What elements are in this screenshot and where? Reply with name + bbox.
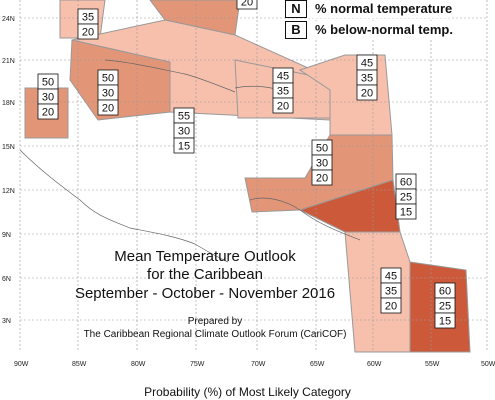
prob-cell-box — [37, 103, 59, 120]
prob-cell-value: 20 — [241, 0, 253, 9]
prob-cell-value: 15 — [178, 141, 190, 153]
legend-key-below: B — [285, 21, 307, 39]
prob-cell-value: 30 — [42, 92, 54, 104]
prob-cell-box — [77, 23, 99, 40]
prob-cell-value: 50 — [102, 73, 114, 85]
prob-cell-value: 45 — [361, 58, 373, 70]
prob-cell-value: 30 — [102, 88, 114, 100]
prob-box-gulf-partial-top: 20 — [236, 0, 258, 10]
prob-cell-box — [97, 99, 119, 116]
title-line-3: September - October - November 2016 — [74, 285, 336, 302]
prob-cell-box — [434, 312, 456, 329]
prob-box-guianas: 45 35 20 — [380, 267, 402, 314]
prob-box-jamaica-south: 55 30 15 — [173, 107, 195, 154]
prob-box-central-america-left: 50 30 20 — [37, 73, 59, 120]
lon-tick-label: 50W — [481, 361, 495, 368]
prob-box-caribbean-south: 50 30 20 — [311, 139, 333, 186]
lon-tick-label: 70W — [251, 361, 266, 368]
prob-cell-value: 20 — [277, 101, 289, 113]
prob-cell-box — [173, 137, 195, 154]
legend-text-normal: % normal temperature — [315, 1, 453, 16]
prob-cell-value: 35 — [277, 86, 289, 98]
legend-key-normal: N — [285, 0, 307, 18]
title-line-1: Mean Temperature Outlook — [114, 248, 296, 265]
prob-cell-box — [272, 97, 294, 114]
lat-tick-label: 15N — [2, 144, 15, 151]
footer-caption: Probability (%) of Most Likely Category — [144, 385, 351, 399]
lon-tick-label: 85W — [72, 361, 87, 368]
organization-label: The Caribbean Regional Climate Outlook F… — [83, 329, 347, 340]
lat-tick-label: 24N — [2, 16, 15, 23]
longitude-axis-labels: 90W 85W 80W 75W 70W 65W 60W 55W 50W — [14, 361, 495, 368]
legend-text-below: % below-normal temp. — [315, 22, 453, 37]
legend-row-below: B % below-normal temp. — [285, 21, 453, 39]
prob-box-lesser-antilles-north: 45 35 20 — [356, 54, 378, 101]
prob-box-hispaniola-pr: 45 35 20 — [272, 67, 294, 114]
prob-cell-value: 45 — [385, 271, 397, 283]
prob-box-barbados-tt: 60 25 15 — [395, 173, 417, 220]
cuba-outline — [104, 59, 236, 93]
prob-box-greater-antilles-west: 50 30 20 — [97, 69, 119, 116]
prob-cell-value: 35 — [385, 286, 397, 298]
lat-tick-label: 6N — [2, 276, 11, 283]
prob-cell-box — [380, 297, 402, 314]
lon-tick-label: 55W — [425, 361, 440, 368]
prob-cell-value: 45 — [277, 71, 289, 83]
south-america-coast — [249, 197, 361, 241]
prob-cell-value: 15 — [400, 207, 412, 219]
prepared-by-label: Prepared by — [187, 316, 243, 327]
coastline-outlines — [19, 59, 361, 263]
prob-cell-value: 50 — [316, 143, 328, 155]
prob-box-suriname-east: 60 25 15 — [434, 282, 456, 329]
lon-tick-label: 90W — [14, 361, 29, 368]
prob-cell-box — [356, 84, 378, 101]
prob-cell-box — [395, 203, 417, 220]
prob-cell-value: 15 — [439, 316, 451, 328]
prob-cell-value: 55 — [178, 111, 190, 123]
lon-tick-label: 75W — [190, 361, 205, 368]
lat-tick-label: 9N — [2, 232, 11, 239]
prob-cell-value: 35 — [361, 73, 373, 85]
lat-tick-label: 12N — [2, 188, 15, 195]
prob-cell-value: 60 — [439, 286, 451, 298]
prob-cell-value: 20 — [102, 103, 114, 115]
prob-cell-value: 35 — [82, 12, 94, 24]
title-line-2: for the Caribbean — [147, 266, 263, 283]
central-america-coast — [19, 149, 229, 263]
prob-cell-box — [311, 169, 333, 186]
prob-cell-value: 50 — [42, 77, 54, 89]
prob-cell-value: 25 — [439, 301, 451, 313]
prob-cell-value: 30 — [178, 126, 190, 138]
prob-cell-value: 25 — [400, 192, 412, 204]
lat-tick-label: 3N — [2, 318, 11, 325]
prob-cell-value: 20 — [42, 107, 54, 119]
lon-tick-label: 80W — [131, 361, 146, 368]
prob-cell-value: 20 — [316, 173, 328, 185]
prob-cell-value: 60 — [400, 177, 412, 189]
prob-cell-value: 20 — [361, 88, 373, 100]
lat-tick-label: 18N — [2, 100, 15, 107]
lat-tick-label: 21N — [2, 58, 15, 65]
lon-tick-label: 65W — [310, 361, 325, 368]
prob-cell-value: 20 — [82, 27, 94, 39]
latitude-axis-labels: 24N 21N 18N 15N 12N 9N 6N 3N — [2, 16, 15, 325]
prob-cell-box — [236, 0, 258, 10]
legend-row-normal: N % normal temperature — [285, 0, 453, 18]
probability-boxes: 3520205030205030205530154535204535205030… — [37, 0, 456, 329]
prob-cell-value: 30 — [316, 158, 328, 170]
lon-tick-label: 60W — [367, 361, 382, 368]
prob-cell-value: 20 — [385, 301, 397, 313]
